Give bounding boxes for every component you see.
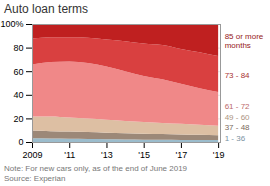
svg-text:0: 0 <box>18 137 23 147</box>
html-text:Note: For new cars only, as of: Note: For new cars only, as of the end o… <box>4 164 188 173</box>
svg-text:100%: 100% <box>0 19 23 29</box>
svg-text:37 - 48: 37 - 48 <box>225 123 250 132</box>
svg-text:'19: '19 <box>213 150 225 160</box>
svg-text:85 or moremonths: 85 or moremonths <box>225 32 264 51</box>
svg-text:'13: '13 <box>101 150 113 160</box>
svg-text:'15: '15 <box>138 150 150 160</box>
svg-text:1 - 36: 1 - 36 <box>225 134 246 143</box>
svg-text:40: 40 <box>13 90 23 100</box>
svg-text:20: 20 <box>13 114 23 124</box>
svg-text:2009: 2009 <box>22 150 42 160</box>
svg-text:61 - 72: 61 - 72 <box>225 102 250 111</box>
html-text:Source: Experian: Source: Experian <box>4 174 66 183</box>
svg-text:73 - 84: 73 - 84 <box>225 71 250 80</box>
svg-text:'11: '11 <box>64 150 75 160</box>
svg-text:'17: '17 <box>176 150 188 160</box>
html-text:Auto loan terms: Auto loan terms <box>4 2 88 16</box>
svg-text:60: 60 <box>13 67 23 77</box>
svg-text:49 - 60: 49 - 60 <box>225 113 250 122</box>
svg-text:80: 80 <box>13 43 23 53</box>
